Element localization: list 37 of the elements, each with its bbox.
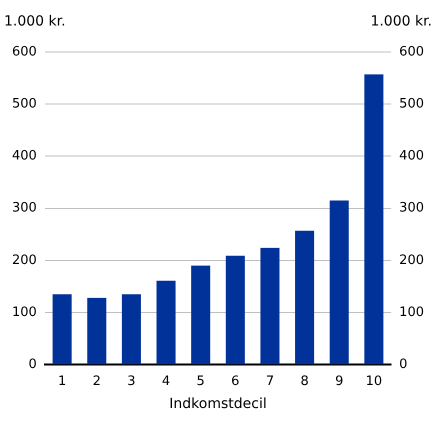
y-tick-label: 500 bbox=[12, 96, 37, 112]
x-tick-label: 6 bbox=[231, 374, 240, 389]
bar bbox=[87, 298, 106, 364]
x-tick-label: 2 bbox=[92, 374, 101, 389]
y-tick-label: 100 bbox=[12, 304, 37, 320]
y-tick-label: 600 bbox=[12, 44, 37, 60]
y2-tick-label: 200 bbox=[399, 252, 424, 268]
y-tick-label: 400 bbox=[12, 148, 37, 164]
bar bbox=[364, 74, 384, 364]
y2-tick-label: 600 bbox=[399, 44, 424, 60]
x-tick-label: 7 bbox=[266, 374, 274, 389]
y-tick-label: 0 bbox=[28, 356, 37, 372]
x-tick-label: 1 bbox=[58, 374, 66, 389]
bar bbox=[52, 294, 72, 364]
y2-axis-title: 1.000 kr. bbox=[370, 14, 432, 30]
y2-tick-label: 0 bbox=[399, 356, 408, 372]
bar bbox=[156, 280, 176, 364]
x-tick-label: 10 bbox=[366, 374, 382, 389]
x-tick-label: 9 bbox=[335, 374, 344, 389]
y2-tick-label: 300 bbox=[399, 200, 424, 216]
bar bbox=[226, 256, 245, 364]
x-tick-label: 3 bbox=[127, 374, 136, 389]
y-axis-title: 1.000 kr. bbox=[4, 14, 66, 30]
y-tick-label: 300 bbox=[12, 200, 37, 216]
x-axis-title: Indkomstdecil bbox=[169, 396, 267, 412]
y2-tick-label: 100 bbox=[399, 304, 424, 320]
bar bbox=[260, 248, 280, 364]
x-tick-label: 4 bbox=[162, 374, 170, 389]
y2-tick-label: 400 bbox=[399, 148, 424, 164]
bar bbox=[330, 200, 349, 364]
bar bbox=[191, 266, 210, 364]
x-tick-label: 5 bbox=[196, 374, 205, 389]
bar bbox=[122, 294, 141, 364]
x-tick-label: 8 bbox=[300, 374, 309, 389]
y2-tick-label: 500 bbox=[399, 96, 424, 112]
y-tick-label: 200 bbox=[12, 252, 37, 268]
bar bbox=[295, 230, 314, 364]
